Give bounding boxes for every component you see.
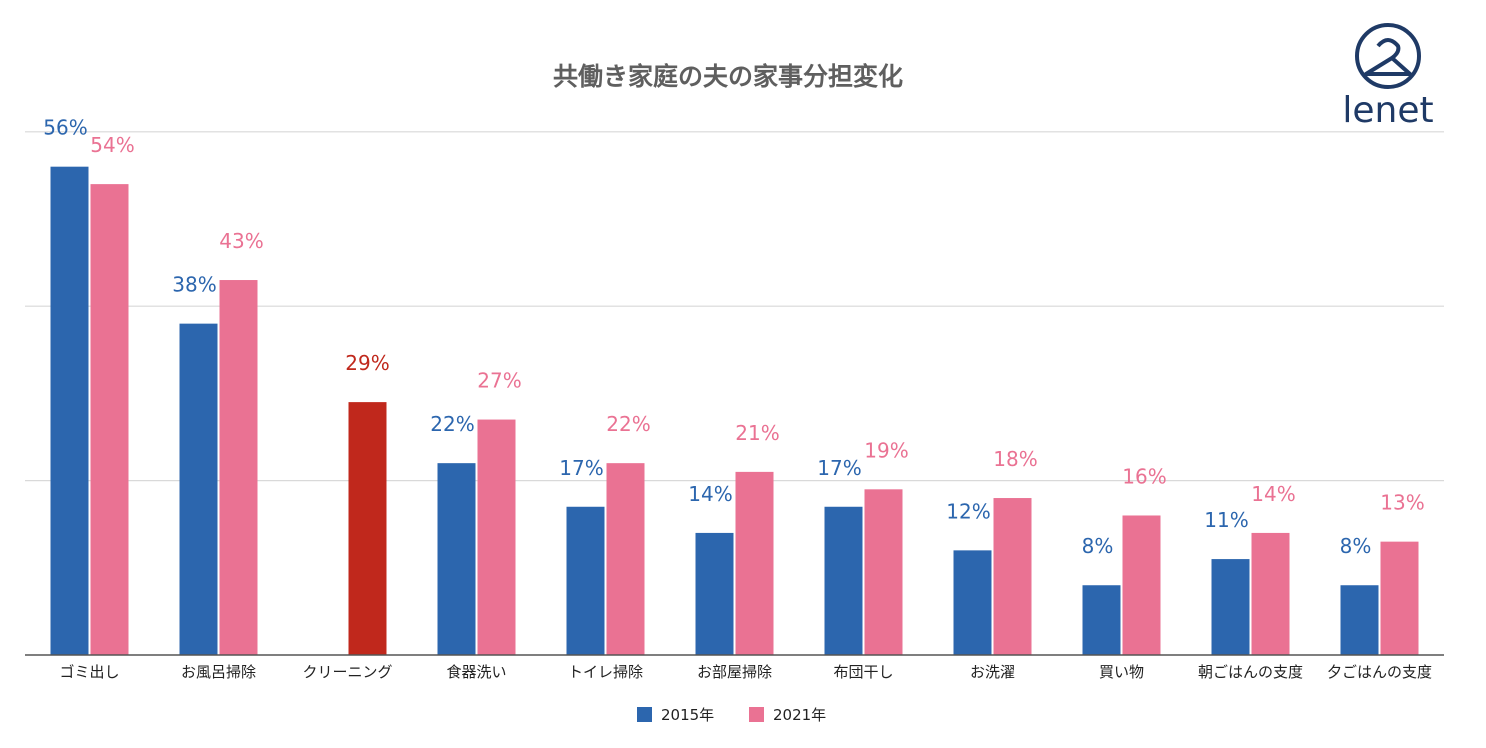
legend-label: 2021年 — [773, 706, 826, 724]
legend-swatch — [637, 707, 652, 722]
data-label-2021: 22% — [606, 412, 650, 436]
chart-title: 共働き家庭の夫の家事分担変化 — [553, 62, 903, 91]
bar-2015 — [179, 323, 218, 655]
bar-2015 — [1340, 585, 1379, 655]
bar-2015 — [50, 166, 89, 655]
category-label: ゴミ出し — [59, 663, 119, 681]
data-label-2015: 14% — [688, 482, 732, 506]
logo-emblem — [1355, 23, 1421, 89]
bar-2015 — [695, 532, 734, 655]
legend: 2015年 2021年 — [637, 706, 826, 724]
data-label-2015: 17% — [559, 456, 603, 480]
bar-2021 — [1122, 515, 1161, 655]
category-label: お風呂掃除 — [181, 663, 256, 681]
lenet-logo: lenet — [1342, 23, 1434, 131]
data-label-2015: 56% — [43, 116, 87, 140]
bar-2021 — [606, 463, 645, 655]
bar-2021 — [864, 489, 903, 655]
category-label: トイレ掃除 — [568, 663, 643, 681]
bar-2015 — [824, 506, 863, 655]
bar-2021 — [219, 280, 258, 655]
data-label-2021: 21% — [735, 421, 779, 445]
data-label-2021: 54% — [90, 133, 134, 157]
logo-text: lenet — [1342, 90, 1433, 131]
bar-2021-highlight — [348, 402, 387, 655]
data-label-2021: 27% — [477, 369, 521, 393]
data-label-2021: 43% — [219, 229, 263, 253]
data-labels: 56%54%38%43%29%22%27%17%22%14%21%17%19%1… — [43, 116, 1424, 559]
category-label: 夕ごはんの支度 — [1327, 663, 1432, 681]
data-label-2021: 18% — [993, 447, 1037, 471]
data-label-2021: 14% — [1251, 482, 1295, 506]
data-label-2021: 13% — [1380, 491, 1424, 515]
bar-2021 — [993, 498, 1032, 655]
category-label: 朝ごはんの支度 — [1198, 663, 1303, 681]
logo-hanger-icon — [1364, 38, 1412, 76]
data-label-2021: 29% — [345, 351, 389, 375]
category-label: 布団干し — [833, 663, 893, 681]
legend-label: 2015年 — [661, 706, 714, 724]
category-label: 買い物 — [1099, 663, 1144, 681]
data-label-2015: 12% — [946, 499, 990, 523]
bar-2021 — [477, 419, 516, 655]
bars — [50, 166, 1419, 655]
data-label-2015: 17% — [817, 456, 861, 480]
bar-2021 — [735, 471, 774, 655]
gridlines — [25, 131, 1444, 482]
category-labels: ゴミ出し お風呂掃除 クリーニング 食器洗い トイレ掃除 お部屋掃除 布団干し お洗濯 買い物 朝… — [59, 663, 1432, 681]
data-label-2021: 19% — [864, 438, 908, 462]
bar-2021 — [90, 184, 129, 655]
bar-2021 — [1380, 541, 1419, 655]
category-label: クリーニング — [302, 663, 392, 681]
bar-2015 — [1211, 559, 1250, 655]
data-label-2015: 8% — [1082, 534, 1114, 558]
data-label-2015: 8% — [1340, 534, 1372, 558]
data-label-2021: 16% — [1122, 464, 1166, 488]
category-label: 食器洗い — [446, 663, 506, 681]
data-label-2015: 22% — [430, 412, 474, 436]
bar-2015 — [1082, 585, 1121, 655]
bar-2015 — [953, 550, 992, 655]
category-label: お洗濯 — [970, 663, 1015, 681]
legend-swatch — [749, 707, 764, 722]
data-label-2015: 38% — [172, 273, 216, 297]
bar-2021 — [1251, 532, 1290, 655]
bar-2015 — [437, 463, 476, 655]
bar-2015 — [566, 506, 605, 655]
data-label-2015: 11% — [1204, 508, 1248, 532]
category-label: お部屋掃除 — [697, 663, 772, 681]
